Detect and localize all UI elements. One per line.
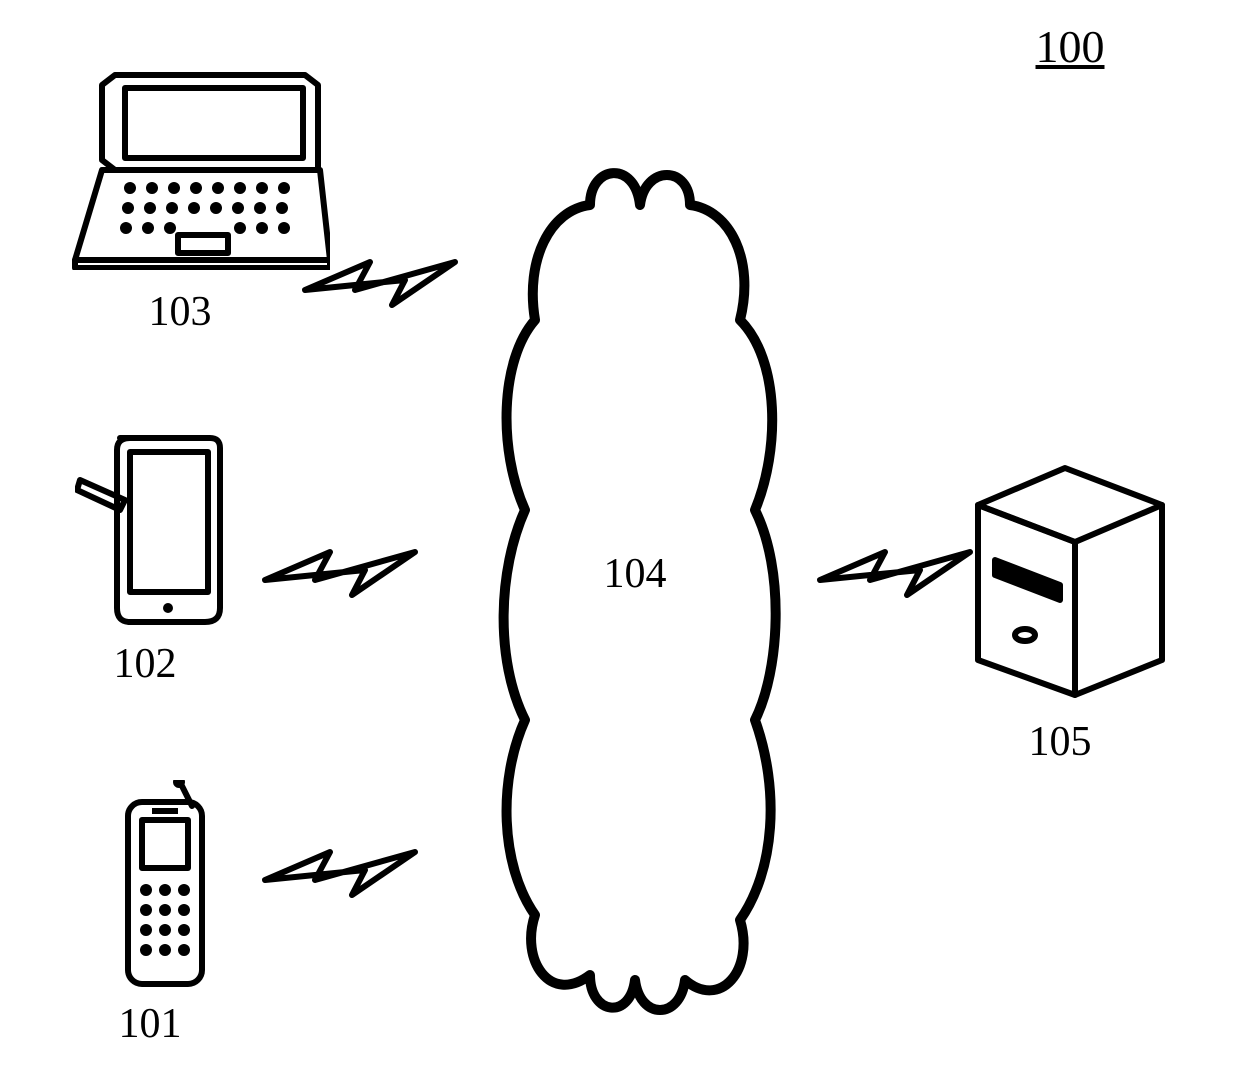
laptop-label: 103 xyxy=(140,288,220,336)
laptop-icon xyxy=(70,70,330,270)
tablet-label: 102 xyxy=(105,640,185,688)
link-cloud-server xyxy=(815,540,975,610)
phone-icon xyxy=(110,780,220,990)
phone-label: 101 xyxy=(110,1000,190,1048)
cloud-label: 104 xyxy=(595,550,675,598)
link-laptop-cloud xyxy=(300,250,460,320)
tablet-icon xyxy=(75,430,225,630)
server-label: 105 xyxy=(1020,718,1100,766)
link-tablet-cloud xyxy=(260,540,420,610)
figure-title: 100 xyxy=(1020,20,1120,73)
link-phone-cloud xyxy=(260,840,420,910)
server-icon xyxy=(970,460,1170,700)
